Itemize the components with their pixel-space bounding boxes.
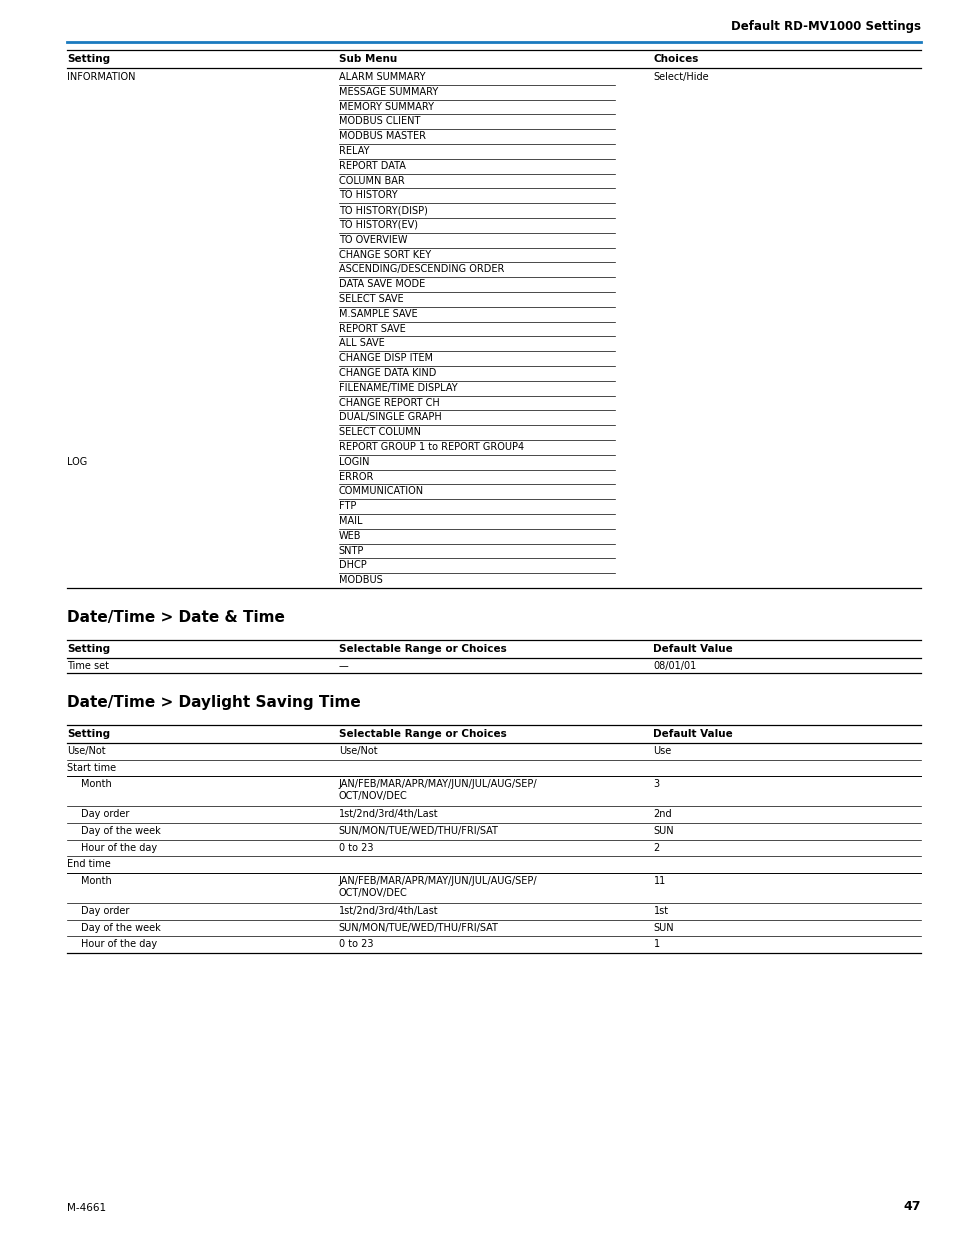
Text: M.SAMPLE SAVE: M.SAMPLE SAVE <box>338 309 416 319</box>
Text: SUN: SUN <box>653 826 674 836</box>
Text: TO OVERVIEW: TO OVERVIEW <box>338 235 407 245</box>
Text: SNTP: SNTP <box>338 546 364 556</box>
Text: 0 to 23: 0 to 23 <box>338 940 373 950</box>
Text: M-4661: M-4661 <box>67 1203 106 1213</box>
Text: MODBUS CLIENT: MODBUS CLIENT <box>338 116 419 126</box>
Text: Day of the week: Day of the week <box>81 826 160 836</box>
Text: MAIL: MAIL <box>338 516 362 526</box>
Text: SUN/MON/TUE/WED/THU/FRI/SAT: SUN/MON/TUE/WED/THU/FRI/SAT <box>338 923 498 932</box>
Text: TO HISTORY: TO HISTORY <box>338 190 396 200</box>
Text: CHANGE SORT KEY: CHANGE SORT KEY <box>338 249 431 259</box>
Text: Sub Menu: Sub Menu <box>338 54 396 64</box>
Text: Choices: Choices <box>653 54 699 64</box>
Text: 3: 3 <box>653 779 659 789</box>
Text: JAN/FEB/MAR/APR/MAY/JUN/JUL/AUG/SEP/: JAN/FEB/MAR/APR/MAY/JUN/JUL/AUG/SEP/ <box>338 779 537 789</box>
Text: SELECT COLUMN: SELECT COLUMN <box>338 427 420 437</box>
Text: 08/01/01: 08/01/01 <box>653 661 696 671</box>
Text: DATA SAVE MODE: DATA SAVE MODE <box>338 279 424 289</box>
Text: FTP: FTP <box>338 501 355 511</box>
Text: JAN/FEB/MAR/APR/MAY/JUN/JUL/AUG/SEP/: JAN/FEB/MAR/APR/MAY/JUN/JUL/AUG/SEP/ <box>338 876 537 887</box>
Text: LOGIN: LOGIN <box>338 457 369 467</box>
Text: Default Value: Default Value <box>653 729 733 739</box>
Text: CHANGE REPORT CH: CHANGE REPORT CH <box>338 398 439 408</box>
Text: Default RD-MV1000 Settings: Default RD-MV1000 Settings <box>730 20 920 33</box>
Text: Hour of the day: Hour of the day <box>81 842 156 852</box>
Text: Month: Month <box>81 779 112 789</box>
Text: Selectable Range or Choices: Selectable Range or Choices <box>338 729 506 739</box>
Text: Day of the week: Day of the week <box>81 923 160 932</box>
Text: Hour of the day: Hour of the day <box>81 940 156 950</box>
Text: REPORT SAVE: REPORT SAVE <box>338 324 405 333</box>
Text: Use/Not: Use/Not <box>67 746 105 756</box>
Text: —: — <box>338 661 348 671</box>
Text: Selectable Range or Choices: Selectable Range or Choices <box>338 643 506 655</box>
Text: CHANGE DISP ITEM: CHANGE DISP ITEM <box>338 353 433 363</box>
Text: OCT/NOV/DEC: OCT/NOV/DEC <box>338 792 407 802</box>
Text: Setting: Setting <box>67 729 110 739</box>
Text: Date/Time > Date & Time: Date/Time > Date & Time <box>67 610 284 625</box>
Text: 1st/2nd/3rd/4th/Last: 1st/2nd/3rd/4th/Last <box>338 905 437 916</box>
Text: Date/Time > Daylight Saving Time: Date/Time > Daylight Saving Time <box>67 695 360 710</box>
Text: Day order: Day order <box>81 905 129 916</box>
Text: SELECT SAVE: SELECT SAVE <box>338 294 403 304</box>
Text: Start time: Start time <box>67 762 115 773</box>
Text: Default Value: Default Value <box>653 643 733 655</box>
Text: 1st: 1st <box>653 905 668 916</box>
Text: ALL SAVE: ALL SAVE <box>338 338 384 348</box>
Text: ERROR: ERROR <box>338 472 373 482</box>
Text: WEB: WEB <box>338 531 361 541</box>
Text: 0 to 23: 0 to 23 <box>338 842 373 852</box>
Text: REPORT DATA: REPORT DATA <box>338 161 405 170</box>
Text: Month: Month <box>81 876 112 887</box>
Text: Use: Use <box>653 746 671 756</box>
Text: 1: 1 <box>653 940 659 950</box>
Text: DHCP: DHCP <box>338 561 366 571</box>
Text: INFORMATION: INFORMATION <box>67 72 135 82</box>
Text: Time set: Time set <box>67 661 109 671</box>
Text: SUN: SUN <box>653 923 674 932</box>
Text: Day order: Day order <box>81 809 129 819</box>
Text: COMMUNICATION: COMMUNICATION <box>338 487 423 496</box>
Text: OCT/NOV/DEC: OCT/NOV/DEC <box>338 888 407 898</box>
Text: SUN/MON/TUE/WED/THU/FRI/SAT: SUN/MON/TUE/WED/THU/FRI/SAT <box>338 826 498 836</box>
Text: Select/Hide: Select/Hide <box>653 72 708 82</box>
Text: 2nd: 2nd <box>653 809 672 819</box>
Text: MODBUS: MODBUS <box>338 576 382 585</box>
Text: DUAL/SINGLE GRAPH: DUAL/SINGLE GRAPH <box>338 412 441 422</box>
Text: Use/Not: Use/Not <box>338 746 376 756</box>
Text: RELAY: RELAY <box>338 146 369 156</box>
Text: COLUMN BAR: COLUMN BAR <box>338 175 404 185</box>
Text: LOG: LOG <box>67 457 87 467</box>
Text: Setting: Setting <box>67 54 110 64</box>
Text: ASCENDING/DESCENDING ORDER: ASCENDING/DESCENDING ORDER <box>338 264 503 274</box>
Text: TO HISTORY(EV): TO HISTORY(EV) <box>338 220 417 230</box>
Text: 2: 2 <box>653 842 659 852</box>
Text: MEMORY SUMMARY: MEMORY SUMMARY <box>338 101 434 111</box>
Text: 11: 11 <box>653 876 665 887</box>
Text: TO HISTORY(DISP): TO HISTORY(DISP) <box>338 205 427 215</box>
Text: 1st/2nd/3rd/4th/Last: 1st/2nd/3rd/4th/Last <box>338 809 437 819</box>
Text: MESSAGE SUMMARY: MESSAGE SUMMARY <box>338 86 437 96</box>
Text: 47: 47 <box>902 1200 920 1213</box>
Text: Setting: Setting <box>67 643 110 655</box>
Text: MODBUS MASTER: MODBUS MASTER <box>338 131 425 141</box>
Text: End time: End time <box>67 860 111 869</box>
Text: ALARM SUMMARY: ALARM SUMMARY <box>338 72 425 82</box>
Text: FILENAME/TIME DISPLAY: FILENAME/TIME DISPLAY <box>338 383 456 393</box>
Text: CHANGE DATA KIND: CHANGE DATA KIND <box>338 368 436 378</box>
Text: REPORT GROUP 1 to REPORT GROUP4: REPORT GROUP 1 to REPORT GROUP4 <box>338 442 523 452</box>
